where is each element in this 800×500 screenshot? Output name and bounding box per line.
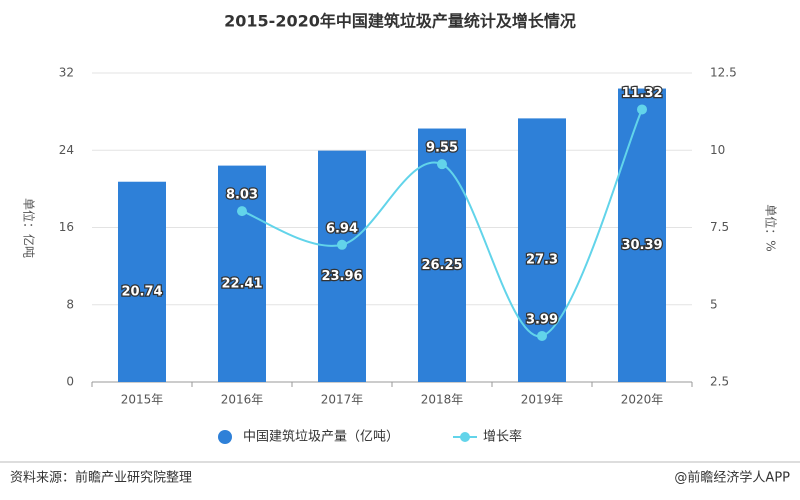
source: 资料来源：前瞻产业研究院整理 bbox=[10, 470, 192, 486]
bar-value-label: 26.25 bbox=[421, 258, 462, 273]
y-tick-label: 24 bbox=[59, 143, 74, 157]
x-tick-label: 2020年 bbox=[621, 393, 664, 407]
line-value-label: 6.94 bbox=[326, 221, 358, 236]
bar bbox=[518, 118, 566, 383]
bar-value-label: 23.96 bbox=[321, 269, 362, 284]
y2-tick-label: 12.5 bbox=[710, 66, 737, 80]
y2-tick-label: 10 bbox=[710, 143, 725, 157]
y2-tick-label: 5 bbox=[710, 297, 718, 311]
bar bbox=[618, 88, 666, 382]
legend-swatch bbox=[460, 432, 470, 442]
y2-tick-label: 7.5 bbox=[710, 220, 729, 234]
credit: @前瞻经济学人APP bbox=[674, 470, 790, 486]
y2-tick-label: 2.5 bbox=[710, 375, 729, 389]
line bbox=[241, 109, 643, 337]
bar-value-label: 22.41 bbox=[221, 276, 262, 291]
line-value-label: 8.03 bbox=[226, 188, 258, 203]
bar bbox=[118, 181, 166, 382]
chart-title: 2015-2020年中国建筑垃圾产量统计及增长情况 bbox=[224, 12, 576, 31]
bar bbox=[318, 150, 366, 382]
x-tick-label: 2019年 bbox=[521, 393, 564, 407]
x-tick-label: 2015年 bbox=[121, 393, 164, 407]
x-tick-label: 2017年 bbox=[321, 393, 364, 407]
bar-value-label: 27.3 bbox=[526, 253, 558, 268]
bar bbox=[418, 128, 466, 382]
legend-label: 中国建筑垃圾产量（亿吨） bbox=[243, 429, 399, 445]
y-tick-label: 8 bbox=[66, 297, 74, 311]
legend-label: 增长率 bbox=[483, 429, 522, 445]
bar-value-label: 30.39 bbox=[621, 238, 662, 253]
bar-value-label: 20.74 bbox=[121, 284, 162, 299]
point bbox=[237, 206, 247, 217]
point bbox=[437, 159, 447, 170]
point bbox=[537, 330, 547, 341]
x-tick-label: 2016年 bbox=[221, 393, 264, 407]
line-value-label: 3.99 bbox=[526, 312, 558, 327]
y-tick-label: 16 bbox=[59, 220, 74, 234]
line-value-label: 11.32 bbox=[621, 86, 662, 101]
line-value-label: 9.55 bbox=[426, 141, 458, 156]
x-tick-label: 2018年 bbox=[421, 393, 464, 407]
y-tick-label: 0 bbox=[66, 375, 74, 389]
y-axis-label: 单位：亿吨 bbox=[22, 198, 37, 258]
legend-swatch bbox=[218, 430, 232, 444]
point bbox=[637, 104, 647, 115]
bar bbox=[218, 165, 266, 382]
y2-axis-label: 单位：% bbox=[764, 204, 779, 251]
point bbox=[337, 239, 347, 250]
y-tick-label: 32 bbox=[59, 66, 74, 80]
